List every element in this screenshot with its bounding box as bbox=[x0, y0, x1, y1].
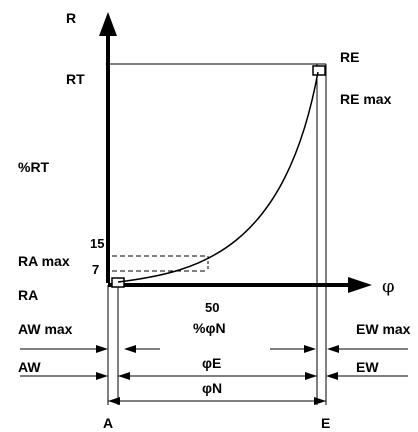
phin-left-arrow bbox=[108, 397, 120, 405]
label-a: A bbox=[103, 415, 113, 431]
label-rt: RT bbox=[66, 71, 85, 87]
aw-max-left-arrow bbox=[96, 345, 108, 353]
label-pct-rt: %RT bbox=[18, 159, 50, 175]
phie-right-arrow bbox=[305, 372, 317, 380]
label-re: RE bbox=[340, 49, 359, 65]
label-pct-phin: %φN bbox=[193, 320, 226, 336]
aw-left-arrow bbox=[96, 372, 108, 380]
ew-right-arrow bbox=[326, 372, 338, 380]
label-ra-max: RA max bbox=[18, 253, 70, 269]
label-e: E bbox=[321, 415, 330, 431]
label-50: 50 bbox=[205, 300, 219, 315]
r-axis-arrowhead bbox=[99, 12, 117, 36]
label-aw: AW bbox=[18, 359, 41, 375]
label-ew-max: EW max bbox=[356, 321, 411, 337]
label-phie: φE bbox=[202, 355, 221, 371]
label-ew: EW bbox=[356, 359, 379, 375]
label-r-axis: R bbox=[66, 10, 76, 26]
phie-left-arrow bbox=[118, 372, 130, 380]
label-re-max: RE max bbox=[340, 91, 392, 107]
label-phi-axis: φ bbox=[382, 276, 395, 297]
ew-max-right-arrow bbox=[327, 345, 339, 353]
aw-max-right-arrow bbox=[124, 345, 136, 353]
label-ra: RA bbox=[18, 287, 38, 303]
ew-max-left-arrow bbox=[304, 345, 316, 353]
resistance-curve bbox=[117, 71, 319, 283]
label-7: 7 bbox=[92, 262, 99, 277]
phin-right-arrow bbox=[314, 397, 326, 405]
re-max-box bbox=[312, 65, 326, 76]
label-phin: φN bbox=[202, 380, 222, 396]
ra-box bbox=[111, 277, 125, 288]
phi-axis-arrowhead bbox=[348, 277, 372, 293]
label-15: 15 bbox=[90, 236, 104, 251]
label-aw-max: AW max bbox=[18, 321, 73, 337]
